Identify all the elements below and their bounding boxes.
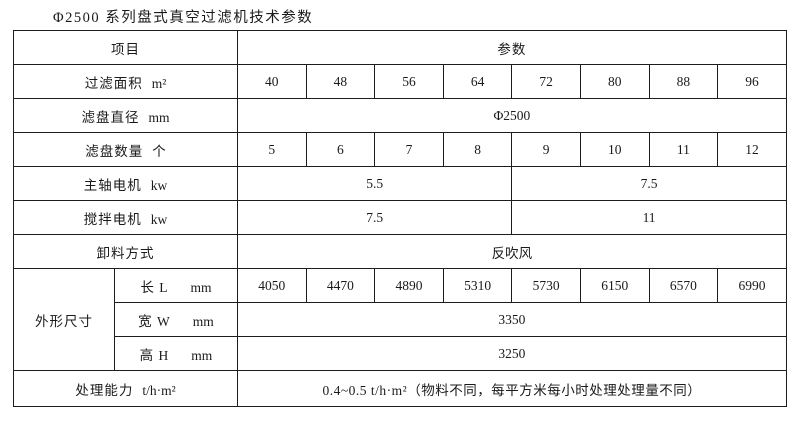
technical-parameters-table: 项目 参数 过滤面积 m² 40 48 56 64 72 80 88 96 滤盘直… [13,30,787,407]
agitator-motor-label: 搅拌电机 kw [13,200,238,235]
capacity-value: 0.4~0.5 t/h·m²（物料不同，每平方米每小时处理处理量不同） [237,370,787,407]
value-cell: 72 [511,64,581,99]
capacity-unit: t/h·m² [142,382,176,398]
main-motor-left-value: 5.5 [236,166,513,201]
filter-area-row: 过滤面积 m² 40 48 56 64 72 80 88 96 [13,64,787,99]
value-cell: 4050 [237,268,307,303]
value-cell: 88 [648,64,719,99]
value-cell: 5730 [511,268,581,303]
disc-count-label: 滤盘数量个 [13,132,238,167]
disc-diameter-row: 滤盘直径 mm Φ2500 [13,98,787,133]
value-cell: 6990 [717,268,787,303]
main-motor-label: 主轴电机 kw [13,166,238,201]
value-cell: 7 [374,132,444,167]
value-cell: 8 [442,132,513,167]
main-motor-row: 主轴电机 kw 5.5 7.5 [13,166,787,201]
value-cell: 4890 [374,268,444,303]
agitator-motor-row: 搅拌电机 kw 7.5 11 [13,200,787,235]
header-row: 项目 参数 [13,30,787,65]
dimension-length-unit: mm [190,279,212,295]
discharge-mode-row: 卸料方式 反吹风 [13,234,787,269]
disc-diameter-value: Φ2500 [237,98,787,133]
value-cell: 80 [579,64,650,99]
value-cell: 10 [579,132,650,167]
value-cell: 4470 [305,268,376,303]
header-item-cell: 项目 [13,30,238,65]
disc-count-row: 滤盘数量个 5 6 7 8 9 10 11 12 [13,132,787,167]
agitator-motor-unit: kw [150,211,168,227]
page-title: Φ2500 系列盘式真空过滤机技术参数 [53,10,314,26]
dimensions-label: 外形尺寸 [13,268,115,371]
capacity-row: 处理能力 t/h·m² 0.4~0.5 t/h·m²（物料不同，每平方米每小时处理… [13,370,787,407]
value-cell: 64 [442,64,513,99]
capacity-label: 处理能力 t/h·m² [13,370,238,407]
discharge-mode-label: 卸料方式 [13,234,238,269]
disc-diameter-unit: mm [148,109,170,125]
filter-area-unit: m² [151,75,167,91]
header-param-cell: 参数 [237,30,787,65]
agitator-motor-right-value: 11 [511,200,787,235]
dimension-width-unit: mm [192,313,214,329]
dimension-height-value: 3250 [237,336,787,371]
value-cell: 5310 [442,268,513,303]
filter-area-label: 过滤面积 m² [13,64,238,99]
value-cell: 56 [374,64,444,99]
main-motor-unit: kw [150,177,168,193]
value-cell: 5 [237,132,307,167]
value-cell: 96 [717,64,787,99]
agitator-motor-left-value: 7.5 [236,200,513,235]
disc-diameter-label: 滤盘直径 mm [13,98,238,133]
value-cell: 9 [511,132,581,167]
discharge-mode-value: 反吹风 [237,234,787,269]
dimension-height-unit: mm [191,347,213,363]
main-motor-right-value: 7.5 [511,166,787,201]
value-cell: 48 [305,64,376,99]
value-cell: 11 [648,132,719,167]
value-cell: 6570 [648,268,719,303]
value-cell: 40 [237,64,307,99]
disc-count-unit: 个 [152,143,166,159]
value-cell: 12 [717,132,787,167]
dimension-width-value: 3350 [237,302,787,337]
value-cell: 6 [305,132,376,167]
value-cell: 6150 [579,268,650,303]
